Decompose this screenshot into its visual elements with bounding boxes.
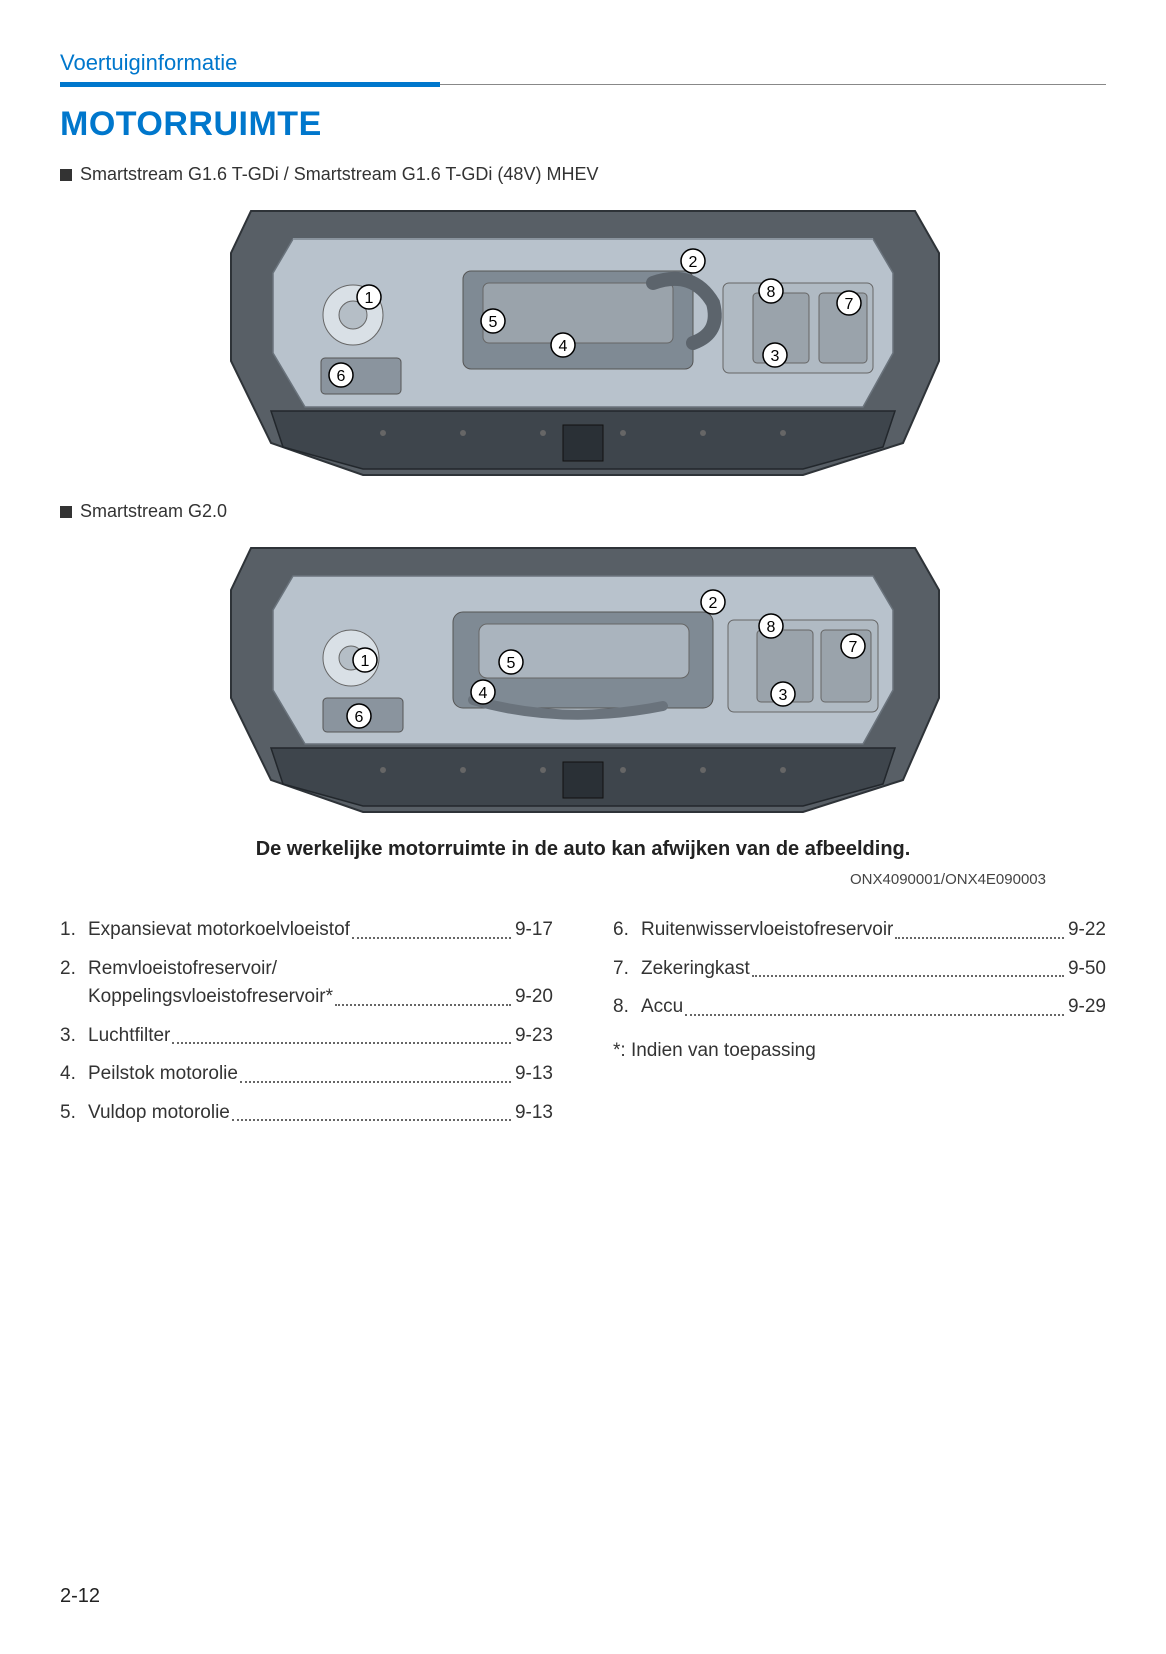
legend-item: 4. Peilstok motorolie 9-13 — [60, 1060, 553, 1089]
legend-num: 2. — [60, 955, 88, 984]
dot-leader — [172, 1042, 511, 1044]
legend-item: 6. Ruitenwisservloeistofreservoir 9-22 — [613, 916, 1106, 945]
legend-item: 1. Expansievat motorkoelvloeistof 9-17 — [60, 916, 553, 945]
engine-diagram-1: 1 2 3 4 5 6 7 8 — [223, 193, 943, 483]
legend-page: 9-23 — [515, 1022, 553, 1051]
dot-leader — [335, 1004, 511, 1006]
square-bullet-icon — [60, 169, 72, 181]
svg-text:6: 6 — [337, 368, 346, 385]
engine-diagram-2: 1 2 3 4 5 6 7 8 — [223, 530, 943, 820]
svg-text:5: 5 — [507, 655, 516, 672]
main-title: MOTORRUIMTE — [60, 105, 1106, 144]
legend-num: 7. — [613, 955, 641, 984]
legend-page: 9-13 — [515, 1060, 553, 1089]
legend-page: 9-50 — [1068, 955, 1106, 984]
engine-label-2: Smartstream G2.0 — [60, 501, 1106, 522]
legend-label: Remvloeistofreservoir/ — [88, 955, 277, 984]
section-header: Voertuiginformatie — [60, 50, 1106, 84]
square-bullet-icon — [60, 506, 72, 518]
legend-column-left: 1. Expansievat motorkoelvloeistof 9-17 2… — [60, 916, 553, 1137]
legend-label: Peilstok motorolie — [88, 1060, 238, 1089]
engine-label-2-text: Smartstream G2.0 — [80, 501, 227, 522]
legend-label: Zekeringkast — [641, 955, 750, 984]
svg-text:7: 7 — [849, 639, 858, 656]
legend-label: Ruitenwisservloeistofreservoir — [641, 916, 893, 945]
legend-label: Accu — [641, 993, 683, 1022]
header-divider-accent — [60, 82, 440, 87]
page-number: 2-12 — [60, 1585, 100, 1608]
legend-num: 6. — [613, 916, 641, 945]
legend-item: 8. Accu 9-29 — [613, 993, 1106, 1022]
header-divider — [60, 84, 1106, 85]
diagram-caption: De werkelijke motorruimte in de auto kan… — [60, 838, 1106, 861]
legend-label: Luchtfilter — [88, 1022, 170, 1051]
svg-text:1: 1 — [365, 290, 374, 307]
dot-leader — [895, 937, 1064, 939]
svg-text:3: 3 — [771, 348, 780, 365]
dot-leader — [685, 1014, 1064, 1016]
dot-leader — [352, 937, 511, 939]
legend-item: 7. Zekeringkast 9-50 — [613, 955, 1106, 984]
svg-text:6: 6 — [355, 709, 364, 726]
dot-leader — [232, 1119, 511, 1121]
legend-column-right: 6. Ruitenwisservloeistofreservoir 9-22 7… — [613, 916, 1106, 1137]
svg-text:4: 4 — [559, 338, 568, 355]
svg-text:3: 3 — [779, 687, 788, 704]
svg-text:5: 5 — [489, 314, 498, 331]
legend-page: 9-29 — [1068, 993, 1106, 1022]
legend-num: 5. — [60, 1099, 88, 1128]
legend-page: 9-13 — [515, 1099, 553, 1128]
svg-text:8: 8 — [767, 284, 776, 301]
legend-label-line2: Koppelingsvloeistofreservoir* — [88, 983, 333, 1012]
svg-text:7: 7 — [845, 296, 854, 313]
legend-item: 3. Luchtfilter 9-23 — [60, 1022, 553, 1051]
legend-num: 8. — [613, 993, 641, 1022]
legend-label: Vuldop motorolie — [88, 1099, 230, 1128]
legend-item: 2. Remvloeistofreservoir/ Koppelingsvloe… — [60, 955, 553, 1012]
engine-label-1-text: Smartstream G1.6 T-GDi / Smartstream G1.… — [80, 164, 598, 185]
dot-leader — [240, 1081, 511, 1083]
legend-page: 9-20 — [515, 983, 553, 1012]
legend-num: 1. — [60, 916, 88, 945]
legend-page: 9-22 — [1068, 916, 1106, 945]
legend-page: 9-17 — [515, 916, 553, 945]
legend-num: 4. — [60, 1060, 88, 1089]
footnote: *: Indien van toepassing — [613, 1040, 1106, 1062]
svg-text:1: 1 — [361, 653, 370, 670]
svg-text:4: 4 — [479, 685, 488, 702]
image-reference-code: ONX4090001/ONX4E090003 — [60, 871, 1106, 888]
legend-item: 5. Vuldop motorolie 9-13 — [60, 1099, 553, 1128]
legend-label: Expansievat motorkoelvloeistof — [88, 916, 350, 945]
engine-label-1: Smartstream G1.6 T-GDi / Smartstream G1.… — [60, 164, 1106, 185]
dot-leader — [752, 975, 1064, 977]
svg-text:8: 8 — [767, 619, 776, 636]
svg-text:2: 2 — [689, 254, 698, 271]
legend-columns: 1. Expansievat motorkoelvloeistof 9-17 2… — [60, 916, 1106, 1137]
legend-num: 3. — [60, 1022, 88, 1051]
svg-text:2: 2 — [709, 595, 718, 612]
